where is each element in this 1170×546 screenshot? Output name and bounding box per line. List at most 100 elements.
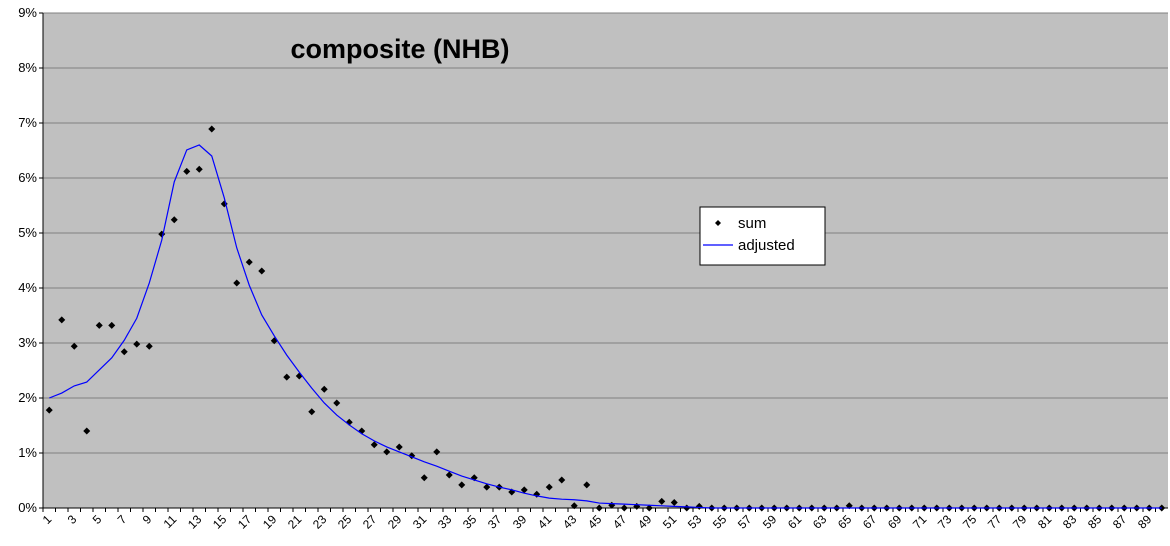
- x-tick-label: 57: [735, 512, 755, 532]
- x-tick-label: 39: [510, 512, 530, 532]
- y-tick-label: 3%: [18, 335, 37, 350]
- x-tick-label: 23: [310, 512, 330, 532]
- data-point: [645, 504, 653, 512]
- legend: sum adjusted: [699, 206, 826, 266]
- data-point: [45, 406, 53, 414]
- y-tick-label: 6%: [18, 170, 37, 185]
- x-tick-label: 3: [65, 512, 80, 527]
- legend-marker: [715, 220, 721, 226]
- x-tick-label: 49: [635, 512, 655, 532]
- x-tick-label: 47: [610, 512, 630, 532]
- x-tick-label: 85: [1085, 512, 1105, 532]
- data-point: [570, 502, 578, 510]
- data-point: [520, 486, 528, 494]
- x-tick-label: 21: [285, 512, 305, 532]
- x-tick-label: 75: [960, 512, 980, 532]
- legend-label: adjusted: [738, 237, 795, 254]
- chart-title: composite (NHB): [290, 34, 509, 64]
- data-point: [95, 321, 103, 329]
- plot-area: [43, 13, 1168, 508]
- data-point: [258, 267, 266, 275]
- data-point: [120, 348, 128, 356]
- x-tick-label: 19: [260, 512, 280, 532]
- data-point: [108, 321, 116, 329]
- y-tick-label: 4%: [18, 280, 37, 295]
- x-tick-label: 1: [40, 512, 55, 527]
- x-tick-label: 45: [585, 512, 605, 532]
- x-tick-label: 31: [410, 512, 430, 532]
- x-tick-label: 61: [785, 512, 805, 532]
- data-point: [433, 448, 441, 456]
- y-tick-label: 9%: [18, 5, 37, 20]
- x-tick-label: 79: [1010, 512, 1030, 532]
- data-point: [458, 481, 466, 489]
- x-tick-label: 37: [485, 512, 505, 532]
- y-tick-label: 1%: [18, 445, 37, 460]
- y-tick-label: 5%: [18, 225, 37, 240]
- x-tick-label: 27: [360, 512, 380, 532]
- data-point: [658, 497, 666, 505]
- data-point: [320, 385, 328, 393]
- x-tick-label: 73: [935, 512, 955, 532]
- x-tick-label: 87: [1110, 512, 1130, 532]
- x-tick-label: 71: [910, 512, 930, 532]
- data-point: [283, 373, 291, 381]
- x-tick-label: 89: [1135, 512, 1155, 532]
- data-point: [145, 342, 153, 350]
- data-point: [333, 399, 341, 407]
- x-tick-label: 55: [710, 512, 730, 532]
- data-point: [183, 167, 191, 175]
- y-tick-label: 2%: [18, 390, 37, 405]
- x-tick-label: 59: [760, 512, 780, 532]
- x-tick-label: 7: [115, 512, 130, 527]
- data-point: [558, 476, 566, 484]
- data-point: [245, 258, 253, 266]
- x-tick-label: 83: [1060, 512, 1080, 532]
- x-tick-label: 29: [385, 512, 405, 532]
- data-point: [195, 165, 203, 173]
- data-point: [83, 427, 91, 435]
- x-tick-label: 63: [810, 512, 830, 532]
- data-point: [383, 448, 391, 456]
- data-point: [483, 483, 491, 491]
- x-tick-label: 35: [460, 512, 480, 532]
- x-tick-label: 69: [885, 512, 905, 532]
- data-point: [583, 481, 591, 489]
- legend-label: sum: [738, 215, 766, 232]
- data-point: [670, 499, 678, 506]
- x-tick-label: 65: [835, 512, 855, 532]
- y-tick-label: 7%: [18, 115, 37, 130]
- legend-box: [699, 206, 826, 266]
- data-point: [58, 316, 66, 324]
- data-point: [545, 483, 553, 491]
- x-tick-label: 81: [1035, 512, 1055, 532]
- x-tick-label: 17: [235, 512, 255, 532]
- data-point: [445, 471, 453, 479]
- data-point: [620, 504, 628, 512]
- data-point: [395, 443, 403, 451]
- x-tick-label: 33: [435, 512, 455, 532]
- data-point: [170, 216, 178, 224]
- x-tick-label: 77: [985, 512, 1005, 532]
- x-tick-label: 15: [210, 512, 230, 532]
- x-tick-label: 13: [185, 512, 205, 532]
- data-point: [70, 342, 78, 350]
- x-tick-label: 53: [685, 512, 705, 532]
- data-point: [208, 125, 216, 133]
- x-tick-label: 67: [860, 512, 880, 532]
- x-tick-label: 43: [560, 512, 580, 532]
- data-point: [133, 340, 141, 348]
- y-tick-label: 8%: [18, 60, 37, 75]
- data-point: [595, 504, 603, 512]
- x-tick-label: 9: [140, 512, 155, 527]
- data-line: [49, 144, 1162, 509]
- y-tick-label: 0%: [18, 500, 37, 515]
- data-point: [308, 408, 316, 416]
- x-tick-label: 51: [660, 512, 680, 532]
- data-point: [233, 279, 241, 287]
- data-point: [420, 474, 428, 482]
- x-tick-label: 11: [161, 512, 180, 531]
- x-tick-label: 41: [535, 512, 555, 532]
- data-point: [370, 441, 378, 449]
